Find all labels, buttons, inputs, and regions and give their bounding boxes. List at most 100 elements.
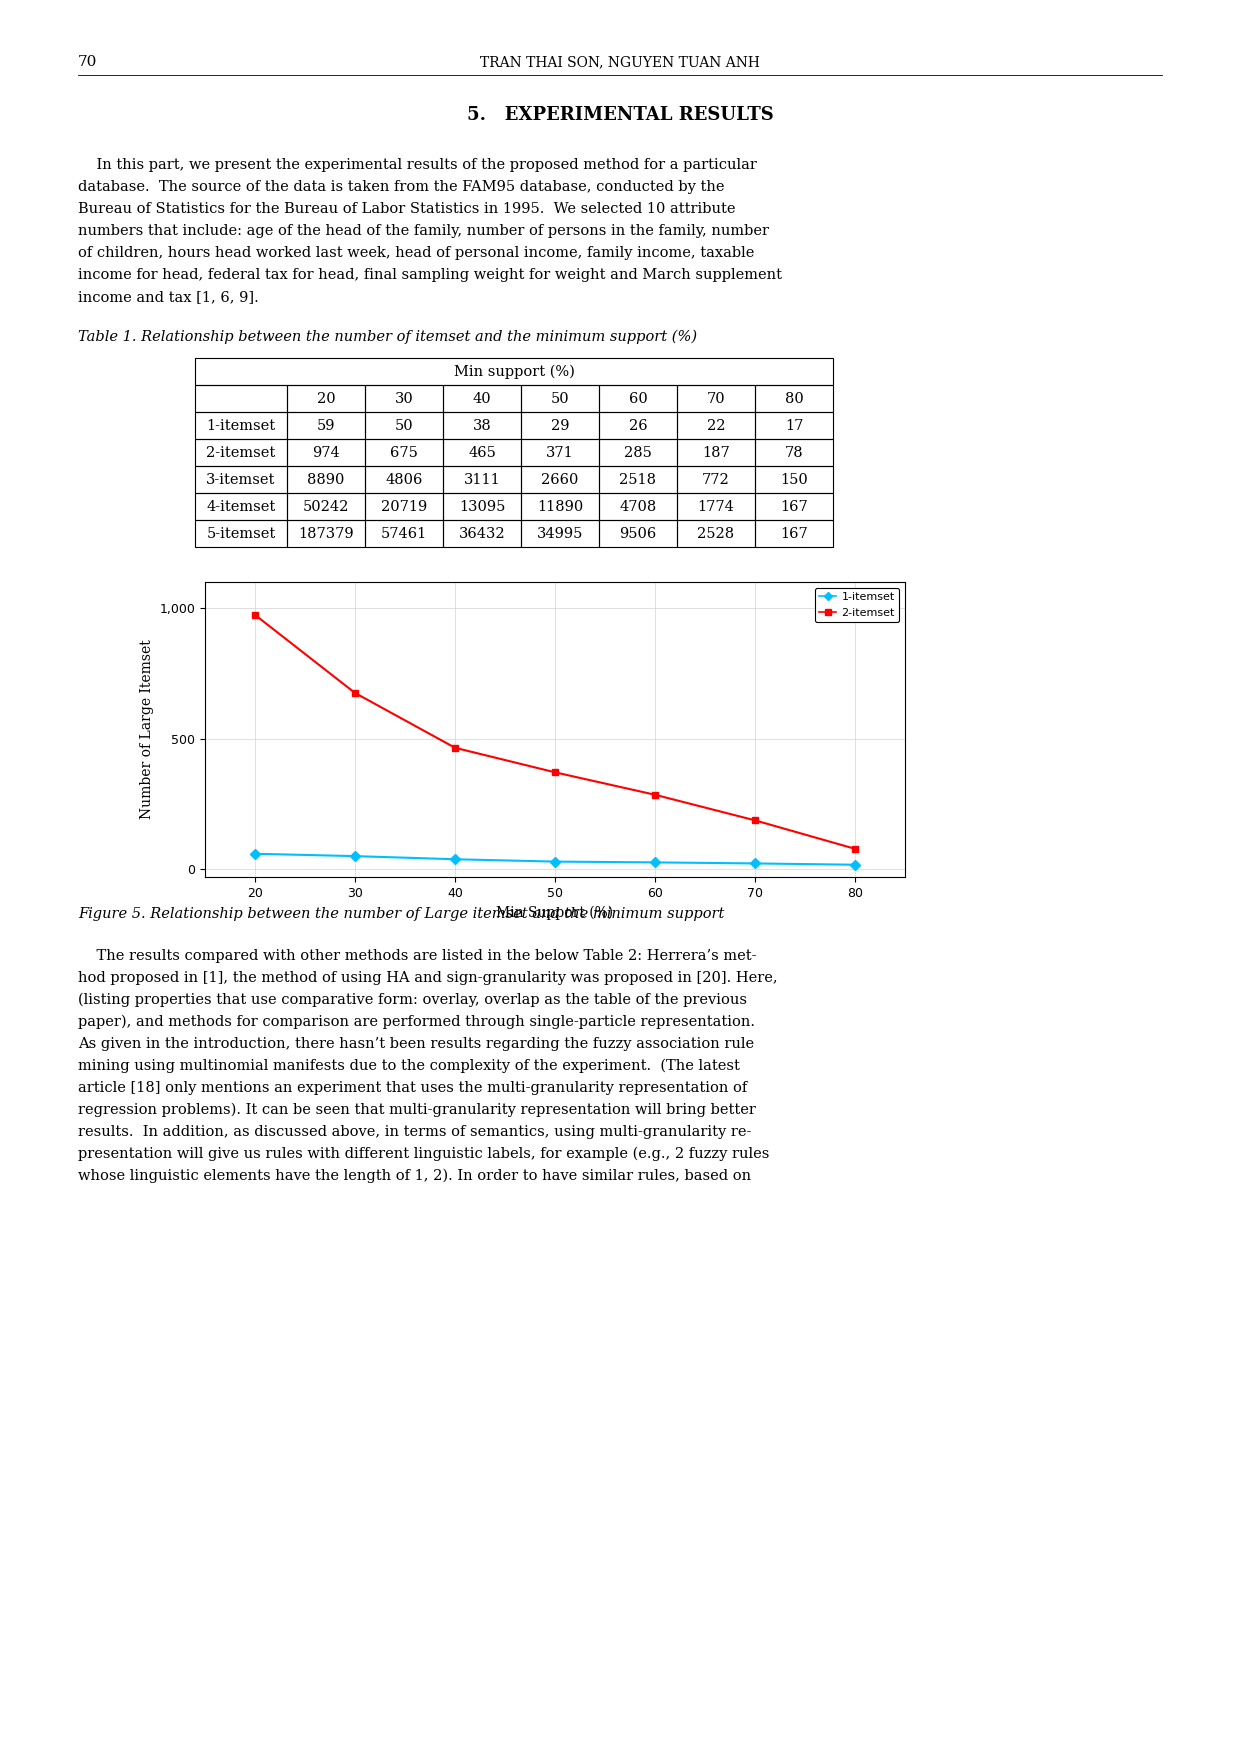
Bar — [677, 493, 755, 521]
Bar — [677, 521, 755, 547]
Text: paper), and methods for comparison are performed through single-particle represe: paper), and methods for comparison are p… — [78, 1015, 755, 1029]
Text: 5-itemset: 5-itemset — [206, 526, 275, 540]
Text: 80: 80 — [785, 391, 804, 405]
Bar — [365, 466, 443, 493]
Text: 167: 167 — [780, 526, 808, 540]
Bar — [755, 493, 833, 521]
Text: 11890: 11890 — [537, 500, 583, 514]
Bar — [443, 438, 521, 466]
Bar — [365, 521, 443, 547]
Bar — [286, 412, 365, 438]
Text: 29: 29 — [551, 419, 569, 433]
Text: 70: 70 — [707, 391, 725, 405]
Text: 60: 60 — [629, 391, 647, 405]
Bar — [677, 466, 755, 493]
Text: numbers that include: age of the head of the family, number of persons in the fa: numbers that include: age of the head of… — [78, 224, 769, 238]
Bar — [286, 438, 365, 466]
Text: 78: 78 — [785, 445, 804, 459]
Text: presentation will give us rules with different linguistic labels, for example (e: presentation will give us rules with dif… — [78, 1146, 769, 1162]
Bar — [599, 521, 677, 547]
Text: Bureau of Statistics for the Bureau of Labor Statistics in 1995.  We selected 10: Bureau of Statistics for the Bureau of L… — [78, 202, 735, 216]
Text: 34995: 34995 — [537, 526, 583, 540]
Text: of children, hours head worked last week, head of personal income, family income: of children, hours head worked last week… — [78, 245, 754, 259]
Bar — [286, 466, 365, 493]
Text: 187379: 187379 — [298, 526, 353, 540]
Text: 36432: 36432 — [459, 526, 506, 540]
Text: 167: 167 — [780, 500, 808, 514]
Text: database.  The source of the data is taken from the FAM95 database, conducted by: database. The source of the data is take… — [78, 181, 724, 195]
Text: 187: 187 — [702, 445, 730, 459]
Text: 371: 371 — [546, 445, 574, 459]
Bar — [521, 466, 599, 493]
Text: income and tax [1, 6, 9].: income and tax [1, 6, 9]. — [78, 289, 259, 303]
Text: 20719: 20719 — [381, 500, 427, 514]
Text: 2660: 2660 — [542, 473, 579, 487]
Text: 50: 50 — [394, 419, 413, 433]
Text: 17: 17 — [785, 419, 804, 433]
Text: 50242: 50242 — [303, 500, 350, 514]
Bar — [286, 493, 365, 521]
Text: article [18] only mentions an experiment that uses the multi-granularity represe: article [18] only mentions an experiment… — [78, 1082, 748, 1096]
Text: Min support (%): Min support (%) — [454, 365, 574, 379]
Text: 285: 285 — [624, 445, 652, 459]
Text: mining using multinomial manifests due to the complexity of the experiment.  (Th: mining using multinomial manifests due t… — [78, 1059, 740, 1073]
Text: 974: 974 — [312, 445, 340, 459]
Text: 4-itemset: 4-itemset — [206, 500, 275, 514]
Text: 4806: 4806 — [386, 473, 423, 487]
Bar — [677, 386, 755, 412]
Text: TRAN THAI SON, NGUYEN TUAN ANH: TRAN THAI SON, NGUYEN TUAN ANH — [480, 54, 760, 68]
Bar — [365, 412, 443, 438]
Text: 3-itemset: 3-itemset — [206, 473, 275, 487]
Bar — [365, 438, 443, 466]
Bar — [195, 412, 286, 438]
Bar — [443, 466, 521, 493]
Bar — [286, 386, 365, 412]
Bar — [755, 521, 833, 547]
Bar — [195, 493, 286, 521]
Bar — [443, 412, 521, 438]
Bar — [521, 438, 599, 466]
Text: 1774: 1774 — [698, 500, 734, 514]
Text: 5.   EXPERIMENTAL RESULTS: 5. EXPERIMENTAL RESULTS — [466, 105, 774, 124]
X-axis label: Min Support (%): Min Support (%) — [496, 905, 614, 920]
Bar — [365, 493, 443, 521]
Text: 772: 772 — [702, 473, 730, 487]
Text: results.  In addition, as discussed above, in terms of semantics, using multi-gr: results. In addition, as discussed above… — [78, 1125, 751, 1139]
Text: 57461: 57461 — [381, 526, 427, 540]
Text: Figure 5. Relationship between the number of Large itemset and the minimum suppo: Figure 5. Relationship between the numbe… — [78, 906, 724, 920]
Y-axis label: Number of Large Itemset: Number of Large Itemset — [140, 640, 154, 819]
Text: As given in the introduction, there hasn’t been results regarding the fuzzy asso: As given in the introduction, there hasn… — [78, 1038, 754, 1052]
Text: The results compared with other methods are listed in the below Table 2: Herrera: The results compared with other methods … — [78, 948, 756, 962]
Bar — [677, 412, 755, 438]
Text: 26: 26 — [629, 419, 647, 433]
Bar — [443, 521, 521, 547]
Bar — [755, 438, 833, 466]
Text: 22: 22 — [707, 419, 725, 433]
Text: 4708: 4708 — [619, 500, 657, 514]
Text: In this part, we present the experimental results of the proposed method for a p: In this part, we present the experimenta… — [78, 158, 756, 172]
Text: Table 1. Relationship between the number of itemset and the minimum support (%): Table 1. Relationship between the number… — [78, 330, 697, 344]
Text: 675: 675 — [391, 445, 418, 459]
Bar — [195, 521, 286, 547]
Text: 9506: 9506 — [619, 526, 657, 540]
Text: 70: 70 — [78, 54, 98, 68]
Text: 50: 50 — [551, 391, 569, 405]
Text: (listing properties that use comparative form: overlay, overlap as the table of : (listing properties that use comparative… — [78, 992, 746, 1008]
Text: 59: 59 — [316, 419, 335, 433]
Text: regression problems). It can be seen that multi-granularity representation will : regression problems). It can be seen tha… — [78, 1103, 756, 1117]
Bar — [755, 466, 833, 493]
Text: 8890: 8890 — [308, 473, 345, 487]
Text: income for head, federal tax for head, final sampling weight for weight and Marc: income for head, federal tax for head, f… — [78, 268, 782, 282]
Bar — [599, 412, 677, 438]
Bar — [443, 386, 521, 412]
Text: hod proposed in [1], the method of using HA and sign-granularity was proposed in: hod proposed in [1], the method of using… — [78, 971, 777, 985]
Text: 40: 40 — [472, 391, 491, 405]
Bar — [755, 386, 833, 412]
Bar — [443, 493, 521, 521]
Text: 2518: 2518 — [620, 473, 656, 487]
Text: 150: 150 — [780, 473, 808, 487]
Bar — [195, 386, 286, 412]
Text: 2-itemset: 2-itemset — [206, 445, 275, 459]
Text: 3111: 3111 — [464, 473, 501, 487]
Bar — [599, 386, 677, 412]
